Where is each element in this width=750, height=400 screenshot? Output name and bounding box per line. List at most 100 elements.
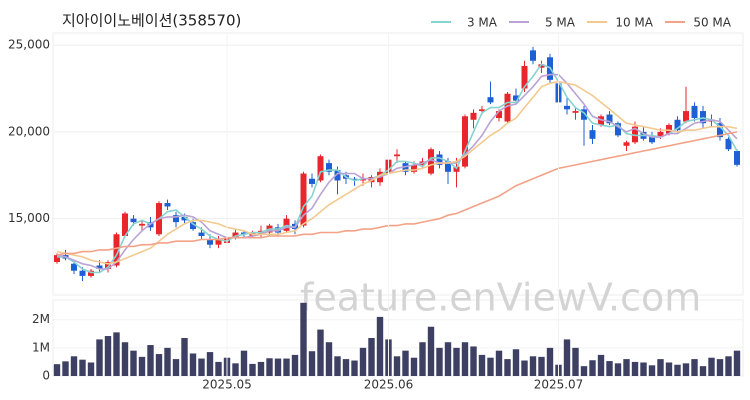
candle-body xyxy=(309,178,315,184)
volume-bar xyxy=(529,356,537,376)
volume-bar xyxy=(189,353,197,376)
candle-body xyxy=(275,227,281,233)
volume-bar xyxy=(589,360,596,376)
candle-body xyxy=(674,119,681,131)
candle-body xyxy=(300,173,307,226)
volume-bar xyxy=(206,352,214,376)
candle-body xyxy=(130,218,137,223)
volume-bar xyxy=(699,366,707,376)
volume-bar xyxy=(334,356,341,376)
candle-body xyxy=(351,178,358,181)
volume-bar xyxy=(444,342,452,376)
y-tick-label: 0 xyxy=(42,369,50,383)
candle-body xyxy=(606,114,613,124)
volume-bar xyxy=(79,359,86,376)
legend-label: 3 MA xyxy=(467,16,498,30)
watermark: feature.enViewV.com xyxy=(300,276,701,320)
candle-body xyxy=(623,142,630,146)
candle-body xyxy=(513,95,519,101)
candle-body xyxy=(79,270,86,276)
candle-body xyxy=(96,265,103,269)
volume-bar xyxy=(172,359,180,376)
candle-body xyxy=(632,126,638,143)
volume-bar xyxy=(368,338,375,376)
candle-body xyxy=(717,123,723,138)
volume-bar xyxy=(70,356,78,376)
volume-bar xyxy=(138,356,146,376)
volume-bar xyxy=(291,354,299,376)
volume-bar xyxy=(504,359,511,376)
legend-label: 5 MA xyxy=(545,16,576,30)
volume-bar xyxy=(257,361,265,376)
candle-body xyxy=(360,178,366,181)
volume-bar xyxy=(470,346,477,376)
volume-bar xyxy=(487,357,494,376)
volume-bar xyxy=(325,342,333,376)
candle-body xyxy=(215,239,222,245)
chart-title: 지아이이노베이션(358570) xyxy=(62,12,241,30)
volume-bar xyxy=(87,362,95,376)
candle-body xyxy=(334,170,341,181)
candle-body xyxy=(725,138,732,150)
price-panel xyxy=(52,32,744,296)
volume-bar xyxy=(453,347,460,376)
candle-body xyxy=(394,154,400,157)
volume-bar xyxy=(283,358,290,376)
volume-bar xyxy=(62,361,69,376)
candle-body xyxy=(657,131,664,138)
volume-bar xyxy=(266,358,273,376)
volume-bar xyxy=(155,354,163,376)
candle-body xyxy=(598,116,604,125)
candle-body xyxy=(198,232,205,237)
volume-bar xyxy=(104,336,112,376)
y-tick-label: 15,000 xyxy=(8,211,50,225)
candle-body xyxy=(428,149,434,174)
candle-body xyxy=(71,263,77,271)
volume-bar xyxy=(240,350,248,376)
candle-body xyxy=(164,203,171,207)
candle-body xyxy=(589,130,596,139)
ma-line xyxy=(56,131,738,256)
volume-bar xyxy=(249,363,256,376)
candle-body xyxy=(283,218,290,231)
volume-bar xyxy=(461,342,469,376)
candle-body xyxy=(496,111,502,119)
candle-body xyxy=(326,163,332,172)
candle-body xyxy=(734,150,740,165)
candle-body xyxy=(479,109,485,112)
candle-body xyxy=(530,50,536,61)
candle-body xyxy=(581,109,587,120)
x-tick-label: 2025.07 xyxy=(534,378,584,392)
candle-body xyxy=(190,222,196,230)
candle-body xyxy=(683,111,689,122)
volume-bar xyxy=(274,358,282,376)
ma-line xyxy=(56,73,738,270)
volume-bar xyxy=(682,363,690,376)
volume-bar xyxy=(130,350,137,376)
candle-body xyxy=(232,232,239,238)
legend-label: 50 MA xyxy=(693,16,731,30)
candle-body xyxy=(521,65,528,89)
volume-bar xyxy=(478,354,486,376)
volume-bar xyxy=(657,359,664,376)
volume-bar xyxy=(546,347,554,376)
volume-bar xyxy=(53,364,61,376)
volume-bar xyxy=(606,361,613,376)
candle-body xyxy=(487,97,494,103)
volume-bar xyxy=(410,357,418,376)
candle-body xyxy=(700,111,706,124)
y-tick-label: 25,000 xyxy=(8,38,50,52)
volume-bar xyxy=(631,361,639,376)
volume-bar xyxy=(538,356,545,376)
volume-bar xyxy=(300,302,307,376)
volume-bar xyxy=(359,347,367,376)
candle-body xyxy=(615,123,621,136)
volume-bar xyxy=(597,354,605,376)
x-tick-label: 2025.05 xyxy=(202,378,252,392)
volume-bar xyxy=(512,349,520,376)
candle-body xyxy=(402,163,409,172)
volume-bar xyxy=(317,329,324,376)
ma-line xyxy=(56,80,738,265)
volume-bar xyxy=(96,339,103,376)
volume-bar xyxy=(198,358,205,376)
